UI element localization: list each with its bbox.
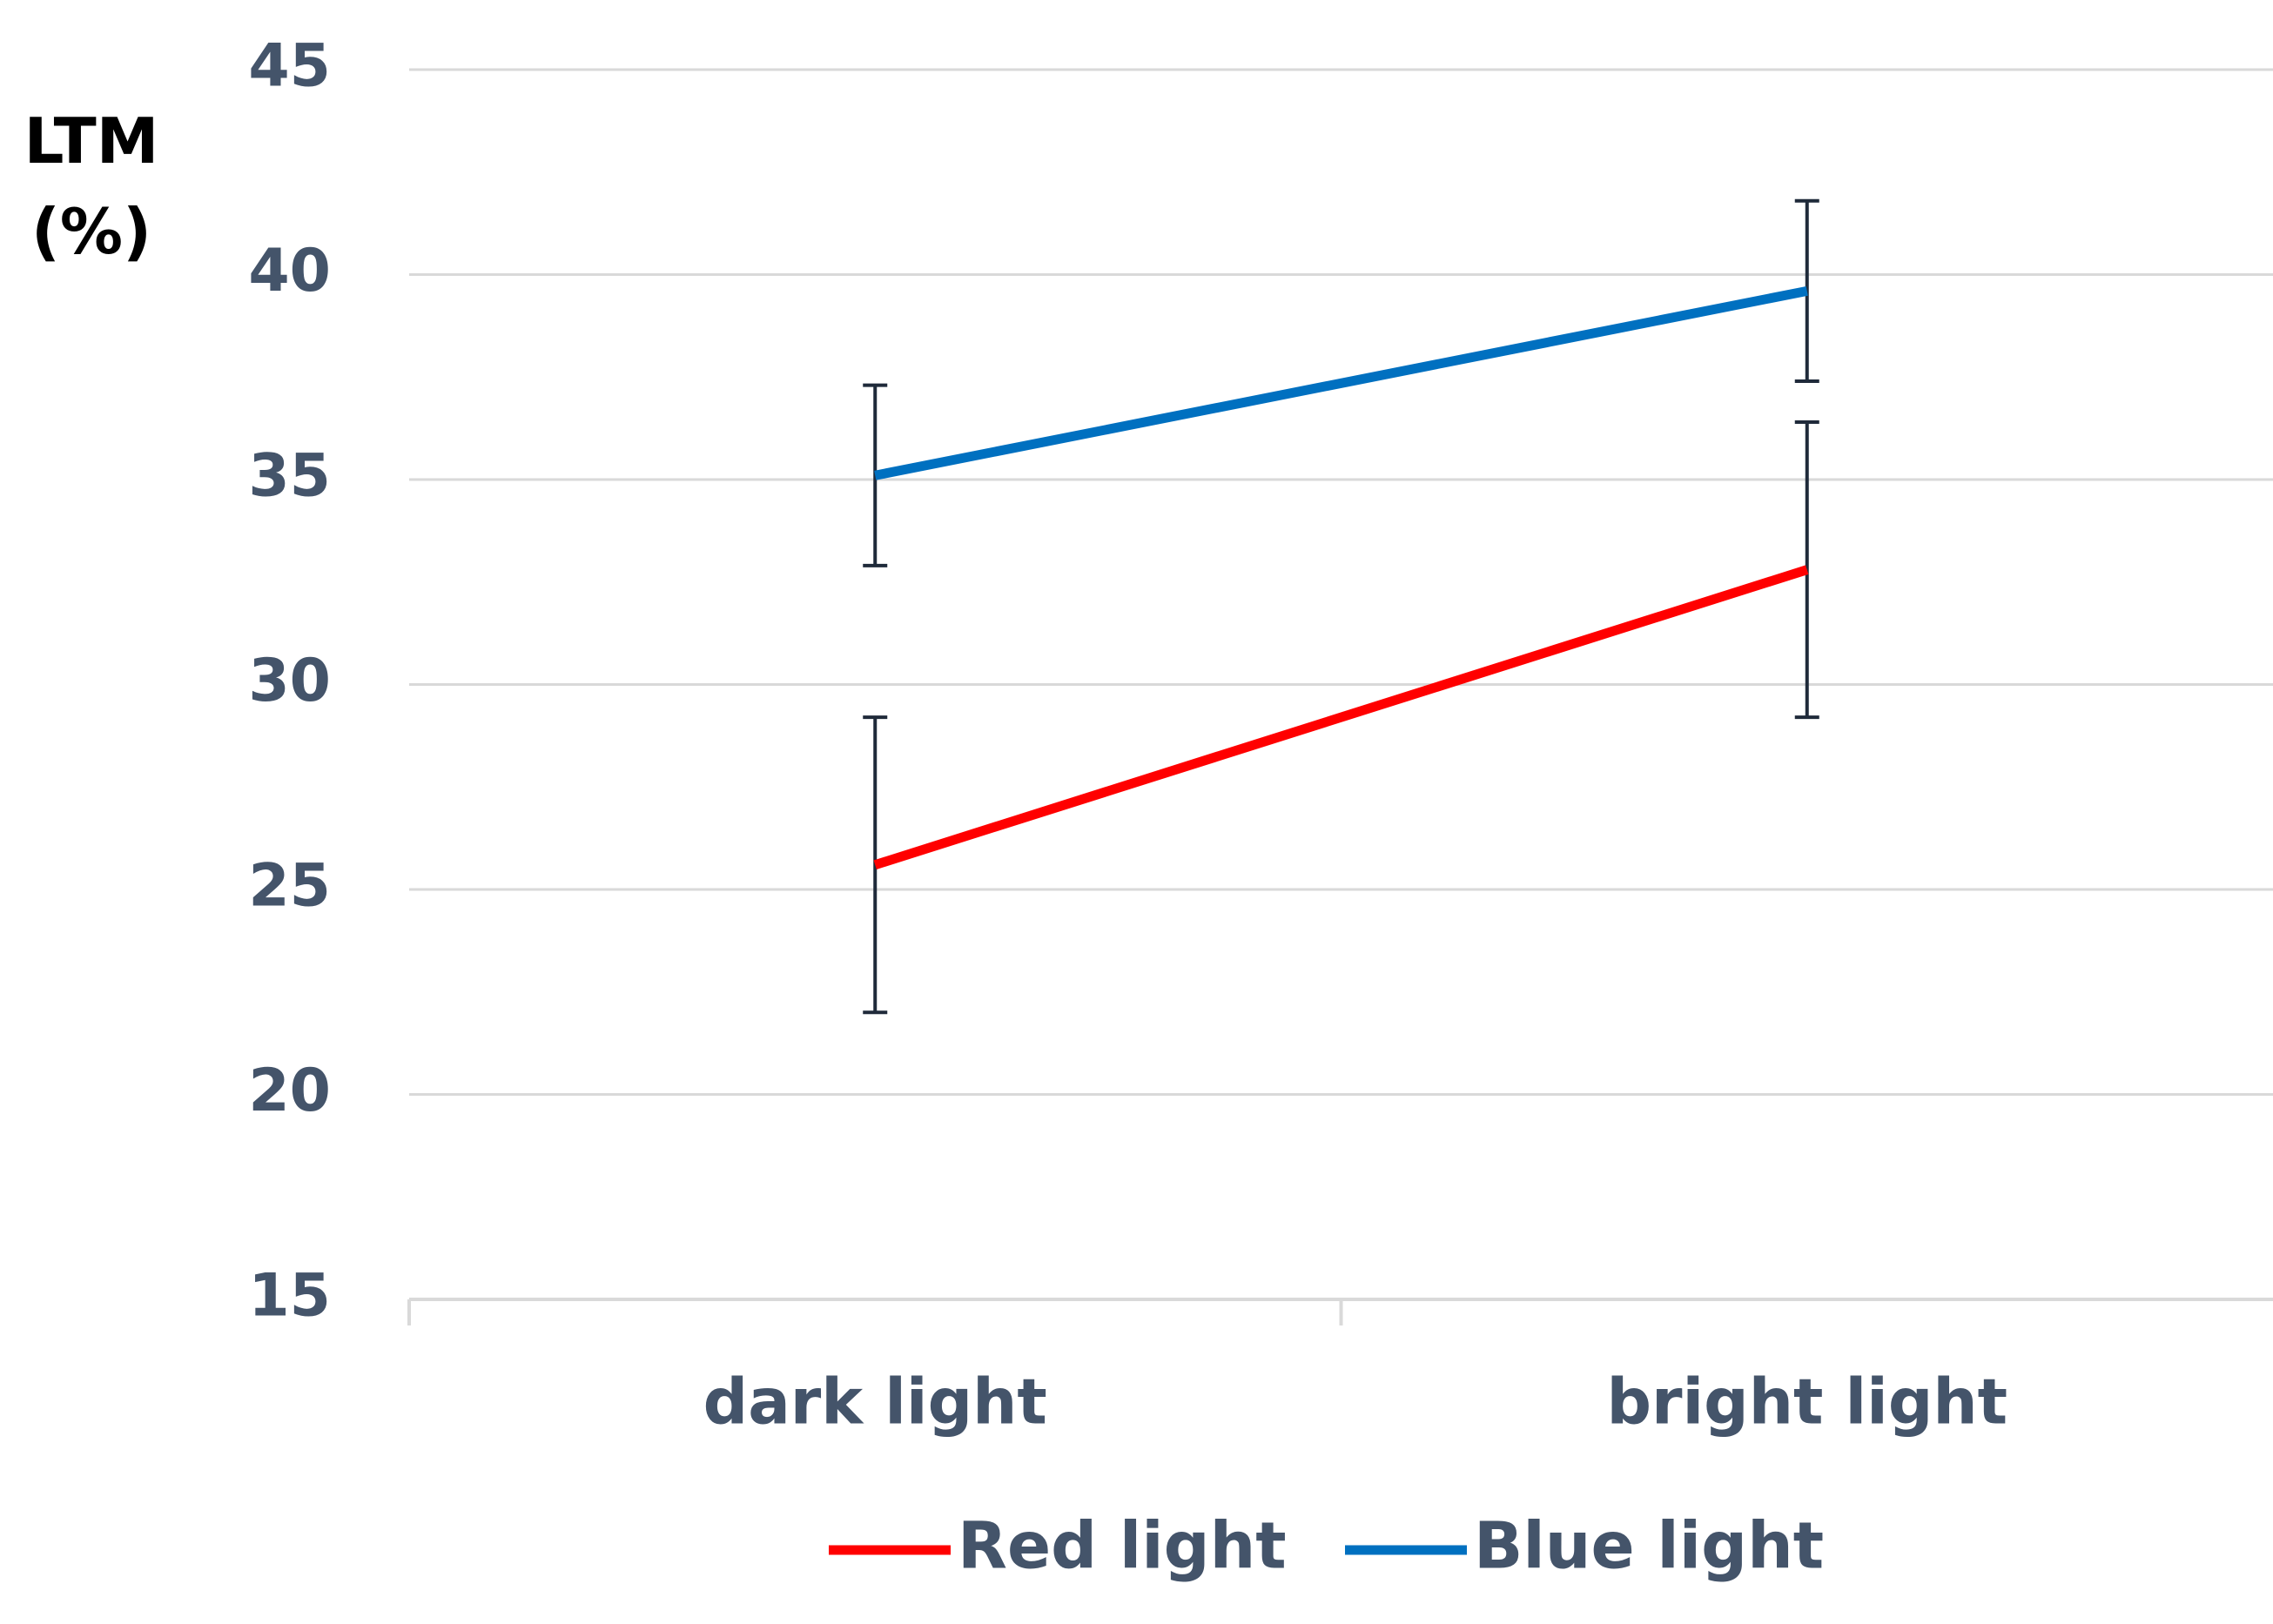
y-tick-label: 30: [248, 647, 331, 715]
legend-label: Red light: [958, 1509, 1287, 1584]
x-tick-label: bright light: [1606, 1366, 2007, 1439]
y-tick-label: 45: [248, 32, 331, 101]
y-tick-label: 25: [248, 852, 331, 921]
y-tick-label: 15: [248, 1262, 331, 1331]
x-tick-label: dark light: [703, 1366, 1047, 1439]
y-tick-label: 20: [248, 1057, 331, 1125]
y-tick-label: 40: [248, 237, 331, 305]
series-line: [873, 565, 1809, 869]
series-line: [874, 285, 1808, 480]
y-axis-label: LTM (%): [24, 104, 159, 268]
legend-label: Blue light: [1474, 1509, 1824, 1584]
y-tick-label: 35: [248, 442, 331, 511]
